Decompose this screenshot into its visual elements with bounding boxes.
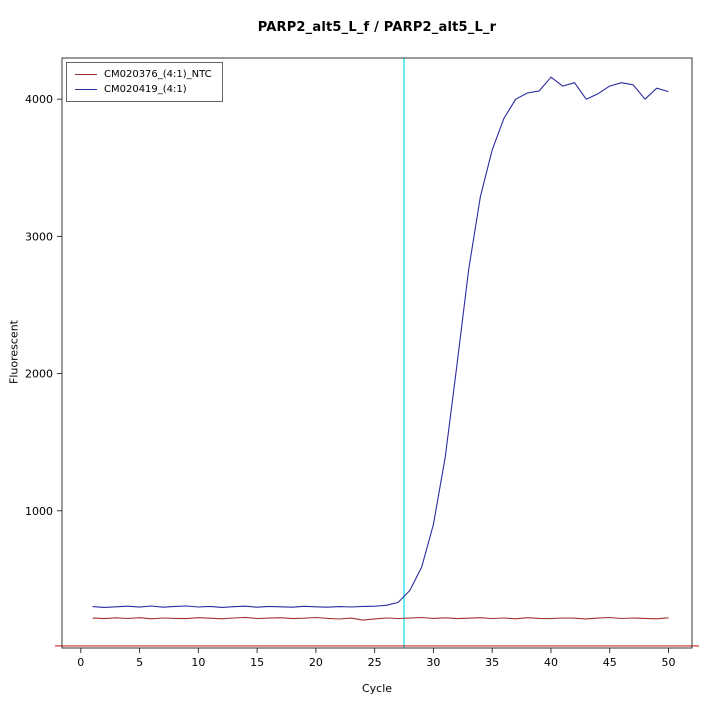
axis-ticks bbox=[57, 98, 669, 653]
legend: CM020376_(4:1)_NTC CM020419_(4:1) bbox=[66, 62, 223, 102]
legend-label-sample: CM020419_(4:1) bbox=[104, 84, 187, 95]
series-lines bbox=[92, 76, 669, 621]
annotation-lines bbox=[55, 58, 699, 648]
x-tick-label: 20 bbox=[309, 656, 323, 669]
x-tick-label: 50 bbox=[661, 656, 675, 669]
y-tick-label: 4000 bbox=[25, 93, 53, 106]
legend-line-sample-ntc bbox=[75, 74, 97, 75]
axis-tick-labels: 0 5 10 15 20 25 30 35 40 45 50 1000 2000 3000 4000 bbox=[25, 93, 675, 669]
series-line-1 bbox=[92, 76, 669, 608]
x-tick-label: 10 bbox=[191, 656, 205, 669]
x-tick-label: 25 bbox=[368, 656, 382, 669]
x-tick-label: 5 bbox=[136, 656, 143, 669]
series-line-0 bbox=[92, 616, 669, 621]
x-tick-label: 45 bbox=[603, 656, 617, 669]
legend-line-sample bbox=[75, 89, 97, 90]
x-tick-label: 15 bbox=[250, 656, 264, 669]
y-tick-label: 1000 bbox=[25, 505, 53, 518]
legend-label-ntc: CM020376_(4:1)_NTC bbox=[104, 69, 212, 80]
y-axis-label: Fluorescent bbox=[7, 320, 21, 384]
y-tick-label: 3000 bbox=[25, 230, 53, 243]
x-tick-label: 0 bbox=[77, 656, 84, 669]
y-tick-label: 2000 bbox=[25, 368, 53, 381]
legend-item-ntc: CM020376_(4:1)_NTC bbox=[75, 67, 212, 82]
x-tick-label: 40 bbox=[544, 656, 558, 669]
plot-box bbox=[61, 57, 693, 649]
legend-item-sample: CM020419_(4:1) bbox=[75, 82, 212, 97]
plot-frame bbox=[61, 57, 693, 649]
x-tick-label: 30 bbox=[426, 656, 440, 669]
x-axis-label: Cycle bbox=[361, 682, 393, 695]
x-tick-label: 35 bbox=[485, 656, 499, 669]
chart-title: PARP2_alt5_L_f / PARP2_alt5_L_r bbox=[257, 20, 497, 35]
